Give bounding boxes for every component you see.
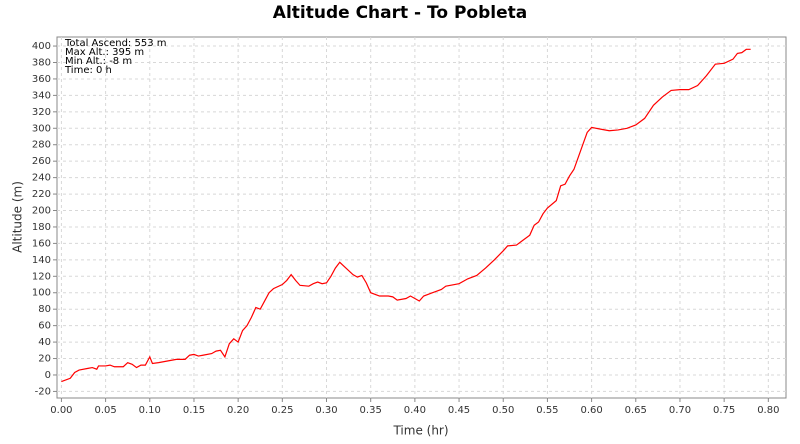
x-tick-label: 0.60 — [580, 405, 602, 416]
annotation: Max Alt.: 395 m — [65, 47, 144, 58]
y-tick-label: 140 — [32, 255, 51, 266]
chart-title: Altitude Chart - To Pobleta — [273, 3, 527, 23]
y-axis-label: Altitude (m) — [11, 181, 25, 253]
annotation: Total Ascend: 553 m — [64, 38, 166, 49]
x-tick-label: 0.70 — [669, 405, 691, 416]
y-tick-label: 120 — [32, 271, 51, 282]
x-tick-label: 0.20 — [227, 405, 249, 416]
y-tick-label: 40 — [38, 337, 51, 348]
y-tick-label: 220 — [32, 189, 51, 200]
x-tick-label: 0.05 — [94, 405, 116, 416]
x-tick-label: 0.50 — [492, 405, 514, 416]
y-tick-label: 240 — [32, 173, 51, 184]
annotation: Time: 0 h — [64, 65, 112, 76]
y-tick-label: 260 — [32, 156, 51, 167]
plot-area — [56, 36, 787, 399]
x-tick-label: 0.65 — [625, 405, 647, 416]
x-tick-label: 0.45 — [448, 405, 470, 416]
y-tick-label: 180 — [32, 222, 51, 233]
y-tick-label: 0 — [45, 370, 51, 381]
x-tick-label: 0.40 — [404, 405, 426, 416]
annotation: Min Alt.: -8 m — [65, 56, 132, 67]
y-tick-label: 100 — [32, 288, 51, 299]
x-tick-label: 0.55 — [536, 405, 558, 416]
x-tick-label: 0.15 — [183, 405, 205, 416]
altitude-line — [61, 48, 751, 383]
x-tick-label: 0.30 — [315, 405, 337, 416]
y-tick-label: 360 — [32, 74, 51, 85]
y-tick-label: 200 — [32, 206, 51, 217]
x-tick-label: 0.75 — [713, 405, 735, 416]
y-tick-label: -20 — [35, 386, 51, 397]
x-tick-label: 0.25 — [271, 405, 293, 416]
x-axis-label: Time (hr) — [392, 424, 448, 438]
y-tick-label: 60 — [38, 321, 51, 332]
y-tick-label: 320 — [32, 107, 51, 118]
y-tick-label: 20 — [38, 354, 51, 365]
x-tick-label: 0.80 — [757, 405, 779, 416]
y-tick-label: 300 — [32, 123, 51, 134]
x-tick-label: 0.10 — [139, 405, 161, 416]
x-tick-label: 0.35 — [360, 405, 382, 416]
y-tick-label: 340 — [32, 90, 51, 101]
y-tick-label: 280 — [32, 140, 51, 151]
x-tick-label: 0.00 — [50, 405, 72, 416]
y-tick-label: 400 — [32, 41, 51, 52]
y-tick-label: 160 — [32, 238, 51, 249]
y-tick-label: 380 — [32, 57, 51, 68]
y-tick-label: 80 — [38, 304, 51, 315]
